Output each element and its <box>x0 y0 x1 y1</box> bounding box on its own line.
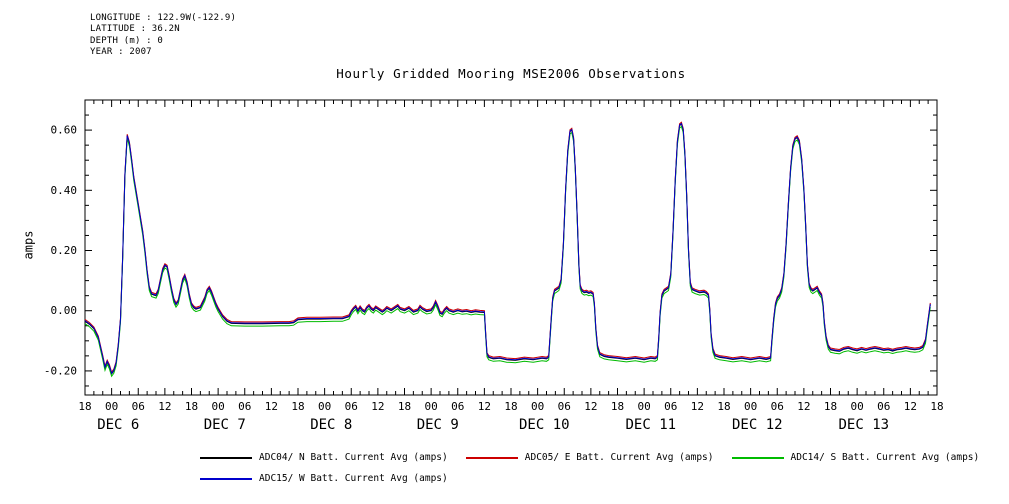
x-tick-label: 00 <box>851 400 864 413</box>
header-latitude: LATITUDE : 36.2N <box>90 24 180 35</box>
x-tick-label: 18 <box>291 400 304 413</box>
x-tick-label: 18 <box>717 400 730 413</box>
x-day-label: DEC 10 <box>519 417 570 433</box>
header-longitude: LONGITUDE : 122.9W(-122.9) <box>90 13 237 23</box>
x-day-label: DEC 13 <box>838 417 889 433</box>
x-day-label: DEC 7 <box>204 417 246 433</box>
legend-line-swatch-adc14 <box>731 456 784 459</box>
y-tick-label: -0.20 <box>44 364 77 377</box>
x-tick-label: 00 <box>531 400 544 413</box>
x-tick-label: 18 <box>185 400 198 413</box>
x-tick-label: 06 <box>132 400 145 413</box>
x-day-label: DEC 6 <box>97 417 139 433</box>
legend-item-adc15: ADC15/ W Batt. Current Avg (amps) <box>200 473 448 484</box>
chart-title: Hourly Gridded Mooring MSE2006 Observati… <box>336 66 686 81</box>
header-depth: DEPTH (m) : 0 <box>90 35 164 46</box>
x-tick-label: 00 <box>425 400 438 413</box>
legend-line-swatch-adc04 <box>200 456 252 459</box>
y-tick-label: 0.00 <box>51 304 78 317</box>
series-line-3 <box>84 122 931 375</box>
x-tick-label: 12 <box>904 400 917 413</box>
legend-label-adc05: ADC05/ E Batt. Current Avg (amps) <box>524 452 714 463</box>
x-tick-label: 00 <box>638 400 651 413</box>
x-tick-label: 06 <box>558 400 571 413</box>
legend-label-adc04: ADC04/ N Batt. Current Avg (amps) <box>259 452 448 463</box>
x-tick-label: 12 <box>478 400 491 413</box>
x-day-label: DEC 11 <box>625 417 676 433</box>
x-tick-label: 12 <box>371 400 384 413</box>
legend-row-2: ADC15/ W Batt. Current Avg (amps) <box>200 468 980 489</box>
legend: ADC04/ N Batt. Current Avg (amps) ADC05/… <box>200 447 980 489</box>
x-tick-label: 06 <box>771 400 784 413</box>
series-line-1 <box>84 121 931 374</box>
y-tick-label: 0.20 <box>51 244 78 257</box>
x-tick-label: 12 <box>797 400 810 413</box>
legend-row-1: ADC04/ N Batt. Current Avg (amps) ADC05/… <box>200 447 980 468</box>
x-tick-label: 18 <box>930 400 943 413</box>
x-tick-label: 18 <box>824 400 837 413</box>
series-line-0 <box>84 123 931 376</box>
legend-line-swatch-adc05 <box>465 456 518 459</box>
plot-area: 18 00 06 12 18 00 06 12 18 00 06 12 18 00 06 12 18 00 06 12… <box>44 99 944 433</box>
legend-line-swatch-adc15 <box>200 477 252 480</box>
axis-frame <box>84 99 938 396</box>
x-tick-label: 06 <box>664 400 677 413</box>
x-tick-label: 18 <box>504 400 517 413</box>
legend-item-adc04: ADC04/ N Batt. Current Avg (amps) <box>200 452 448 463</box>
header-info: LONGITUDE : 122.9W(-122.9) LATITUDE : 36… <box>90 13 236 58</box>
series-line-2 <box>84 125 931 378</box>
x-day-label: DEC 12 <box>732 417 783 433</box>
legend-label-adc14: ADC14/ S Batt. Current Avg (amps) <box>790 452 980 463</box>
y-tick-label: 0.60 <box>51 124 78 137</box>
x-tick-label: 12 <box>584 400 597 413</box>
x-tick-label: 00 <box>744 400 757 413</box>
x-tick-label: 00 <box>212 400 225 413</box>
x-tick-label: 18 <box>398 400 411 413</box>
x-day-label: DEC 8 <box>310 417 352 433</box>
x-tick-label: 06 <box>238 400 251 413</box>
legend-item-adc14: ADC14/ S Batt. Current Avg (amps) <box>731 452 980 463</box>
y-tick-label: 0.40 <box>51 184 78 197</box>
x-tick-label: 06 <box>345 400 358 413</box>
x-tick-label: 18 <box>611 400 624 413</box>
x-tick-label: 06 <box>877 400 890 413</box>
x-tick-label: 00 <box>105 400 118 413</box>
header-year: YEAR : 2007 <box>90 46 152 57</box>
legend-label-adc15: ADC15/ W Batt. Current Avg (amps) <box>259 473 448 484</box>
legend-item-adc05: ADC05/ E Batt. Current Avg (amps) <box>465 452 714 463</box>
x-tick-label: 18 <box>78 400 91 413</box>
x-day-label: DEC 9 <box>417 417 459 433</box>
x-tick-label: 12 <box>265 400 278 413</box>
x-tick-label: 12 <box>158 400 171 413</box>
x-tick-label: 06 <box>451 400 464 413</box>
x-tick-label: 12 <box>691 400 704 413</box>
x-tick-label: 00 <box>318 400 331 413</box>
